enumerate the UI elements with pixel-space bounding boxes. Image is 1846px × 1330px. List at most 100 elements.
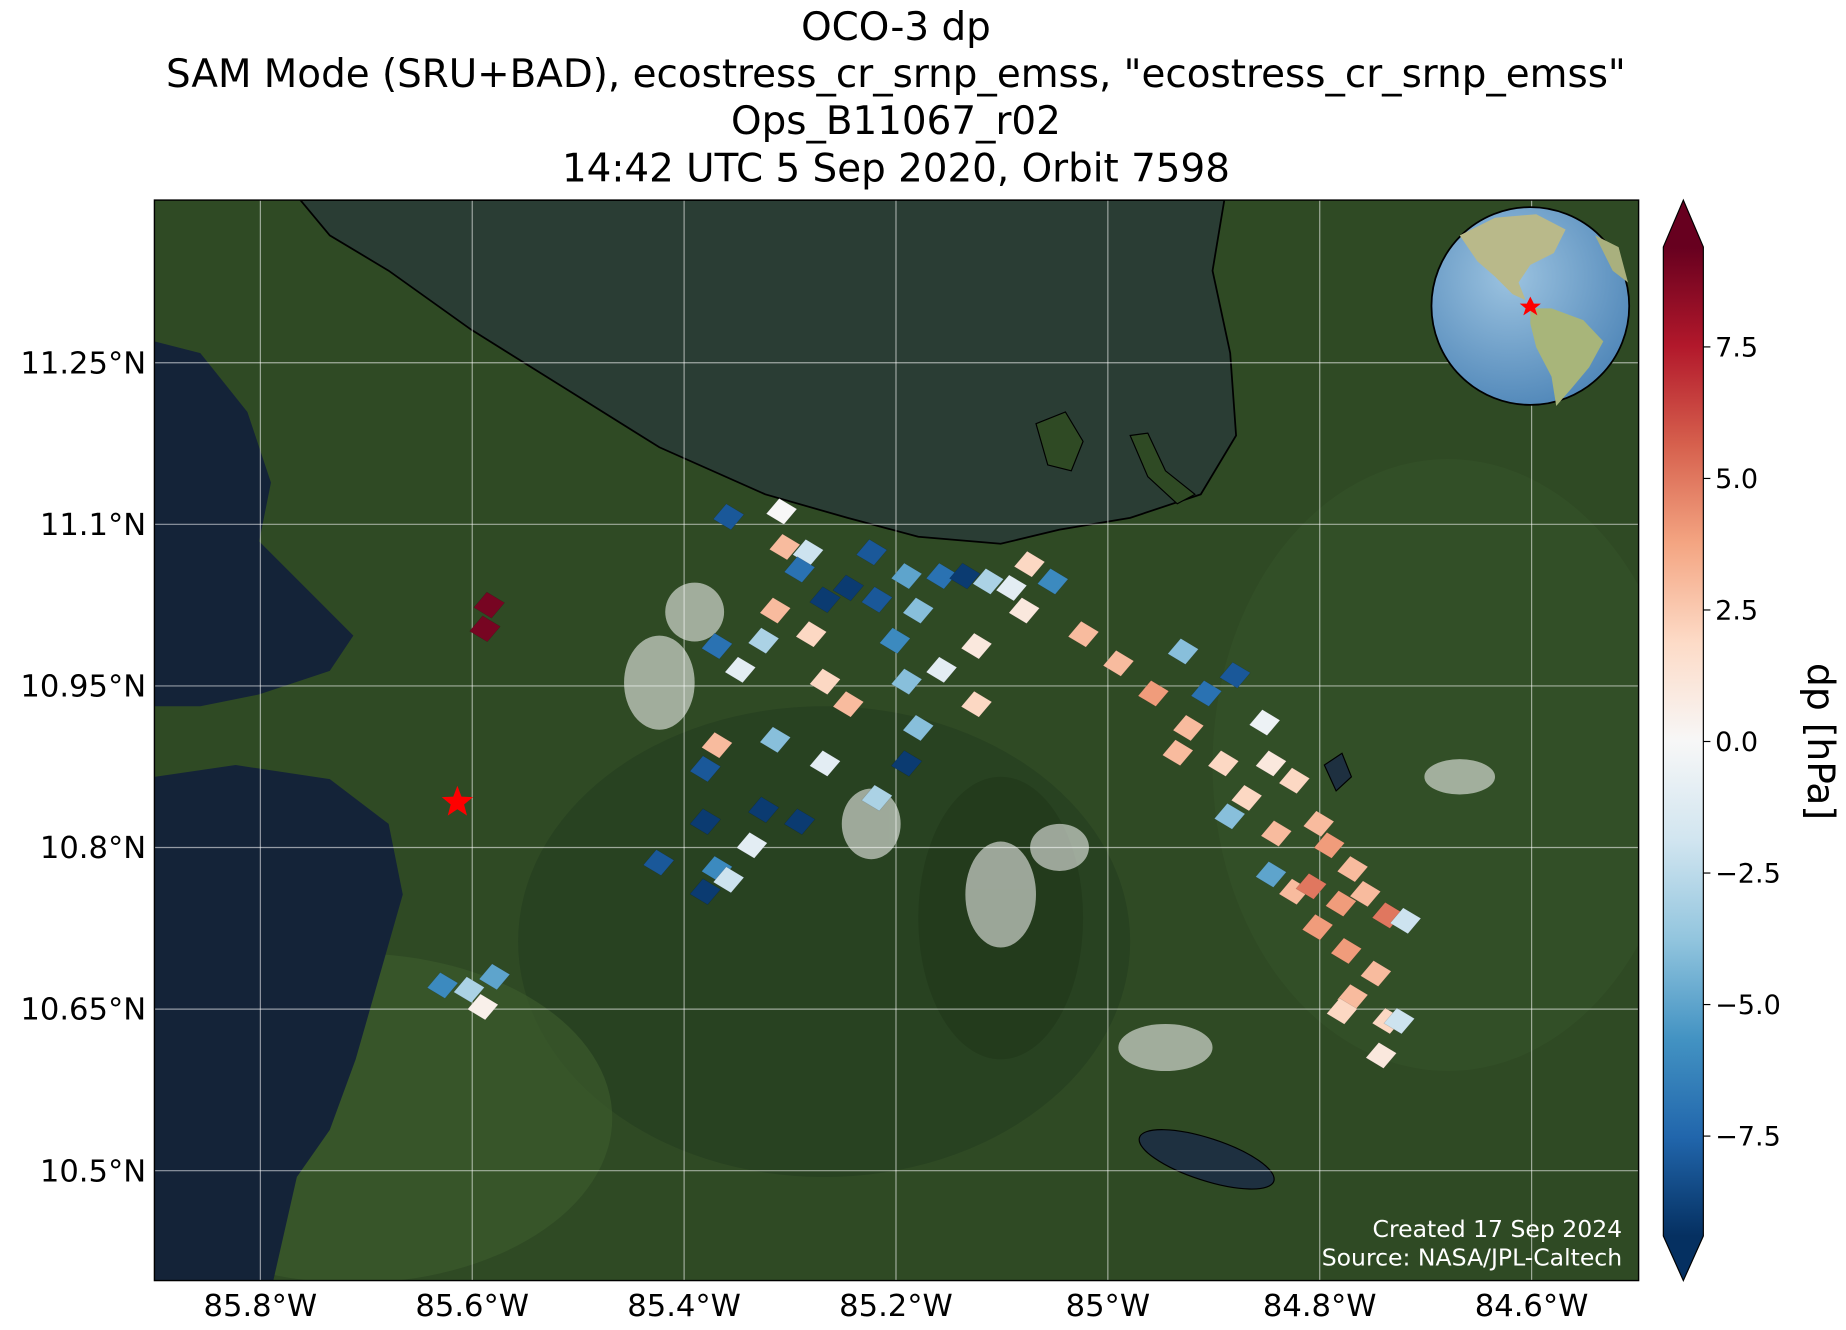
x-tick-label: 85.8°W <box>204 1289 318 1324</box>
sounding <box>1326 997 1358 1025</box>
clouds <box>624 582 1496 1072</box>
sounding <box>1013 550 1046 578</box>
sounding <box>1278 767 1311 795</box>
cloud <box>1118 1023 1213 1072</box>
sounding <box>925 656 958 684</box>
soundings <box>426 498 1422 1069</box>
y-tick-label: 11.25°N <box>20 346 146 381</box>
sounding <box>1301 913 1334 941</box>
island <box>1129 432 1196 505</box>
sounding <box>783 556 816 583</box>
sounding <box>1330 937 1362 965</box>
sounding <box>689 808 722 835</box>
sounding <box>879 627 911 655</box>
annotation: Created 17 Sep 2024 <box>1373 1215 1623 1243</box>
globe-site <box>1519 296 1541 316</box>
sounding <box>809 668 841 695</box>
sounding <box>960 632 993 660</box>
x-tick-label: 84.8°W <box>1263 1289 1377 1324</box>
sounding <box>1037 568 1069 595</box>
sounding <box>689 878 722 906</box>
sounding <box>795 620 827 648</box>
colorbar-tick-label: 5.0 <box>1715 464 1758 495</box>
sounding <box>1360 960 1392 987</box>
site-marker <box>441 785 474 816</box>
sounding <box>902 597 934 624</box>
sounding <box>467 993 499 1021</box>
sounding <box>426 972 459 999</box>
sounding <box>902 714 934 742</box>
sounding <box>689 755 722 783</box>
sounding <box>1162 739 1194 767</box>
sounding <box>890 668 923 695</box>
sounding <box>1389 907 1422 935</box>
titles: OCO-3 dp SAM Mode (SRU+BAD), ecostress_c… <box>166 5 1626 191</box>
sounding <box>1260 820 1293 847</box>
cloud <box>965 841 1036 948</box>
sounding <box>765 498 798 525</box>
x-tick-label: 84.6°W <box>1475 1289 1589 1324</box>
sounding <box>712 503 745 531</box>
sounding <box>832 690 865 718</box>
x-tick-label: 85°W <box>1066 1289 1150 1324</box>
sounding <box>1255 861 1287 888</box>
colorbar <box>1663 246 1704 1237</box>
colorbar-tick-label: −7.5 <box>1715 1122 1781 1153</box>
sounding <box>972 568 1004 595</box>
sounding <box>809 586 841 614</box>
sounding <box>469 615 501 643</box>
sounding <box>1190 680 1223 707</box>
sounding <box>1102 649 1135 677</box>
sounding <box>949 562 981 590</box>
sounding <box>453 976 485 1004</box>
sounding <box>736 832 768 859</box>
sounding <box>890 562 923 590</box>
sounding <box>1302 810 1335 838</box>
sounding <box>747 796 780 824</box>
y-tick-label: 10.65°N <box>20 993 146 1028</box>
sounding <box>1207 750 1240 777</box>
globe-land <box>1530 308 1604 407</box>
sounding <box>1167 638 1199 665</box>
y-tick-label: 10.5°N <box>40 1154 146 1189</box>
sounding <box>1336 855 1369 883</box>
colorbar-tick-label: 7.5 <box>1715 332 1758 363</box>
globe-land <box>1595 235 1629 283</box>
ocean <box>154 765 403 1281</box>
sounding <box>832 574 865 602</box>
sounding <box>1255 750 1287 777</box>
sounding <box>1383 1007 1415 1035</box>
globe-land <box>1459 214 1566 301</box>
sounding <box>809 750 841 777</box>
sounding <box>995 574 1028 602</box>
chart-title: 14:42 UTC 5 Sep 2020, Orbit 7598 <box>562 146 1230 191</box>
colorbar-extend <box>1663 200 1704 247</box>
sounding <box>890 750 923 777</box>
cloud <box>841 788 901 860</box>
sounding <box>642 849 675 876</box>
colorbar-extend <box>1663 1236 1704 1281</box>
sounding <box>1349 880 1382 908</box>
x-tick-label: 85.4°W <box>627 1289 741 1324</box>
sounding <box>1008 597 1040 624</box>
sounding <box>1230 784 1263 812</box>
colorbar-tick-label: 0.0 <box>1715 727 1758 758</box>
sounding <box>747 627 780 655</box>
cloud <box>624 635 695 730</box>
lake <box>299 200 1237 545</box>
cloud <box>1424 759 1496 795</box>
colorbar-tick-label: 2.5 <box>1715 595 1758 626</box>
colorbar-frame <box>1662 198 1704 1283</box>
sounding <box>759 726 791 754</box>
y-tick-label: 10.8°N <box>40 831 146 866</box>
sounding <box>1213 802 1246 830</box>
sounding <box>861 784 893 812</box>
island <box>1035 411 1084 472</box>
sounding <box>1172 714 1205 742</box>
cloud <box>665 582 725 642</box>
chart-title: Ops_B11067_r02 <box>731 99 1061 144</box>
x-tick-label: 85.2°W <box>839 1289 953 1324</box>
map-frame <box>153 199 1640 1282</box>
sounding <box>701 632 733 660</box>
y-tick-label: 11.1°N <box>40 508 146 543</box>
